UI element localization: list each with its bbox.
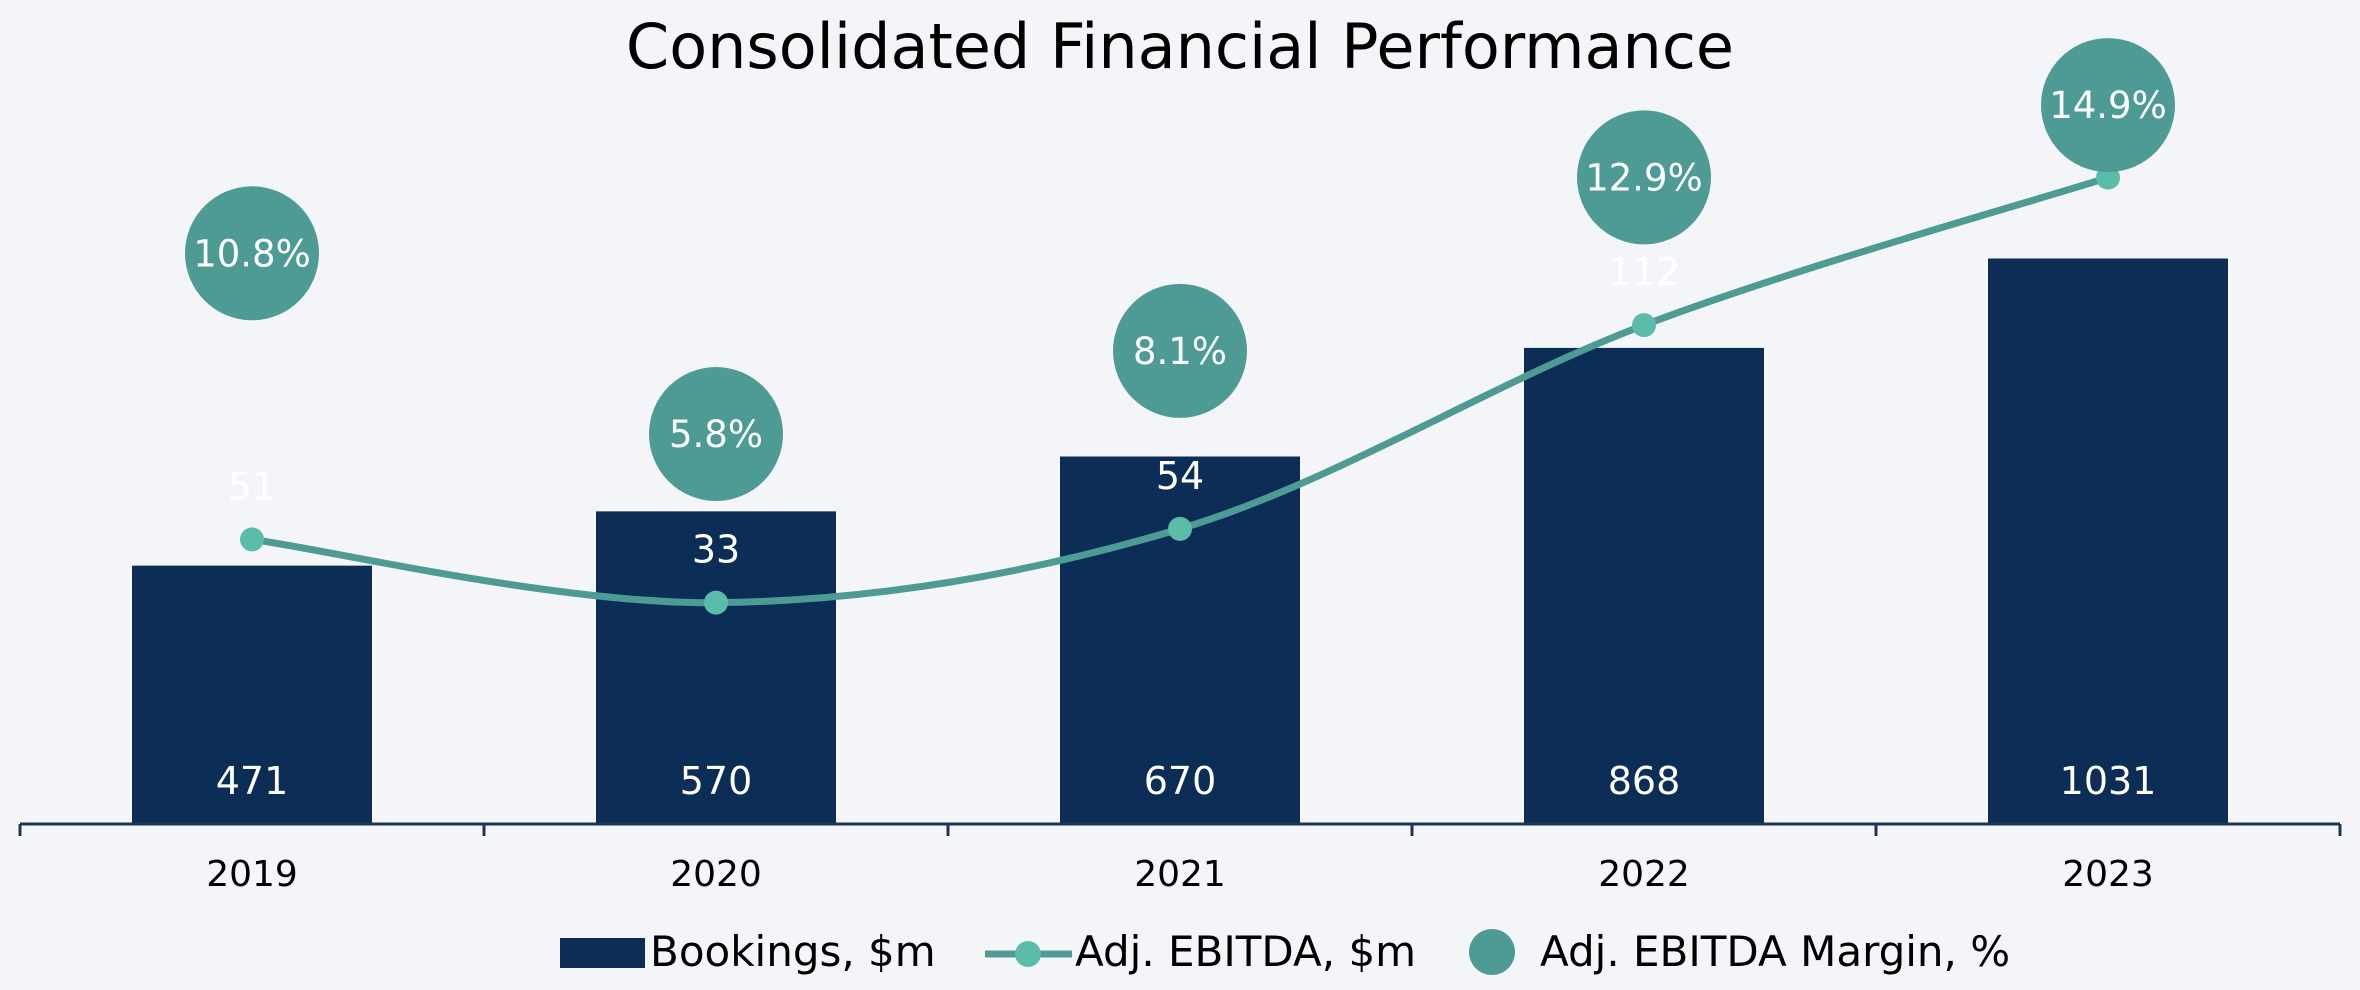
chart-title: Consolidated Financial Performance [626,10,1734,83]
bookings-value-label: 670 [1144,759,1217,803]
legend-ebitda-swatch-marker [1015,941,1041,967]
margin-value-label: 12.9% [1585,156,1703,199]
ebitda-point [1632,313,1656,338]
bookings-bar [132,565,372,824]
ebitda-value-label: 51 [228,464,276,508]
legend-margin-label: Adj. EBITDA Margin, % [1540,927,2010,976]
margin-bubble [2041,38,2175,173]
x-tick-label: 2020 [670,854,762,895]
legend: Bookings, $m Adj. EBITDA, $m Adj. EBITDA M… [560,927,2010,976]
margin-value-label: 8.1% [1133,330,1227,373]
bookings-value-label: 570 [680,759,753,803]
margin-value-label: 10.8% [193,232,311,275]
margin-value-label: 14.9% [2049,84,2167,127]
x-tick-label: 2022 [1598,854,1690,895]
legend-margin-swatch [1469,929,1515,975]
bookings-bars: 471 570 670 868 1031 [132,258,2228,825]
margin-bubbles: 10.8% 5.8% 8.1% 12.9% 14.9% [185,38,2175,502]
ebitda-point [240,527,264,552]
margin-bubble [649,367,783,502]
margin-bubble [1577,110,1711,245]
ebitda-value-label: 112 [1608,250,1681,294]
bookings-bar [1524,347,1764,824]
ebitda-value-label: 33 [692,528,740,572]
bookings-value-label: 471 [216,759,289,803]
legend-ebitda-label: Adj. EBITDA, $m [1075,927,1416,976]
margin-value-label: 5.8% [669,413,763,456]
margin-bubble [185,186,319,321]
legend-bookings-swatch [560,938,645,968]
x-axis: 2019 2020 2021 2022 2023 [18,822,2342,895]
ebitda-point [1168,516,1192,541]
x-tick-label: 2019 [206,854,298,895]
legend-bookings-label: Bookings, $m [650,927,936,976]
bookings-value-label: 1031 [2060,759,2157,803]
margin-bubble [1113,283,1247,418]
x-tick-label: 2021 [1134,854,1226,895]
ebitda-value-label: 54 [1156,454,1204,498]
bookings-bar [1988,258,2228,825]
bookings-bar [596,511,836,824]
x-tick-label: 2023 [2062,854,2154,895]
bookings-value-label: 868 [1608,759,1681,803]
ebitda-point [704,590,728,615]
